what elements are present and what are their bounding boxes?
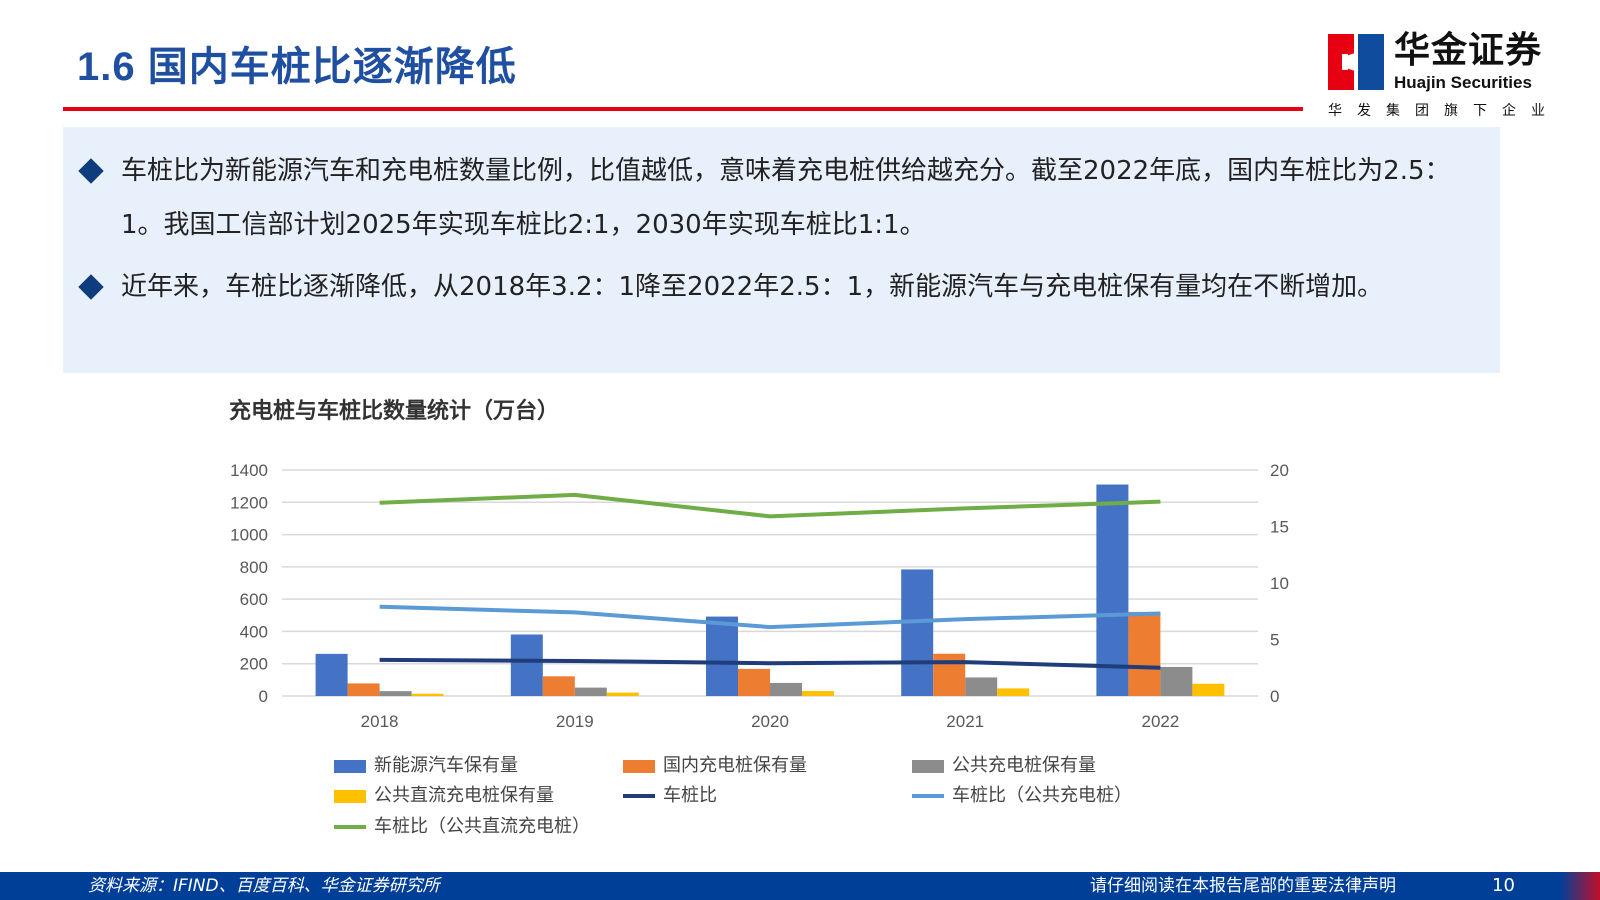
bar-公共直流充电桩保有量 bbox=[411, 693, 444, 696]
legend-label: 新能源汽车保有量 bbox=[374, 755, 518, 776]
bar-公共充电桩保有量 bbox=[1160, 666, 1193, 696]
y-tick-label: 1200 bbox=[230, 493, 268, 512]
legend-item: 公共直流充电桩保有量 bbox=[334, 785, 554, 807]
footer-accent bbox=[1560, 872, 1600, 900]
bar-国内充电桩保有量 bbox=[347, 683, 380, 696]
y-tick-label: 0 bbox=[259, 687, 268, 706]
bullet-item: 车桩比为新能源汽车和充电桩数量比例，比值越低，意味着充电桩供给越充分。截至202… bbox=[78, 144, 1478, 252]
y2-tick-label: 20 bbox=[1270, 461, 1289, 480]
bar-公共充电桩保有量 bbox=[379, 691, 412, 696]
legend-label: 车桩比（公共直流充电桩） bbox=[374, 816, 590, 837]
bar-公共充电桩保有量 bbox=[574, 687, 607, 696]
y-tick-label: 800 bbox=[240, 558, 268, 577]
bar-公共充电桩保有量 bbox=[770, 682, 802, 696]
bar-新能源汽车保有量 bbox=[1096, 484, 1129, 696]
legend-item: 公共充电桩保有量 bbox=[912, 755, 1096, 777]
page-title: 1.6 国内车桩比逐渐降低 bbox=[77, 45, 517, 89]
line-车桩比 bbox=[379, 657, 1161, 670]
x-tick-label: 2018 bbox=[361, 712, 399, 731]
x-tick-label: 2022 bbox=[1141, 712, 1179, 731]
legend-label: 公共直流充电桩保有量 bbox=[374, 785, 554, 806]
bar-国内充电桩保有量 bbox=[738, 668, 770, 696]
bullet-item: 近年来，车桩比逐渐降低，从2018年3.2：1降至2022年2.5：1，新能源汽… bbox=[78, 260, 1478, 314]
bar-公共直流充电桩保有量 bbox=[997, 688, 1030, 696]
bar-国内充电桩保有量 bbox=[933, 653, 966, 696]
legend-item: 车桩比（公共直流充电桩） bbox=[334, 816, 590, 838]
y2-tick-label: 5 bbox=[1270, 631, 1279, 650]
title-underline bbox=[63, 107, 1303, 111]
bullet-text: 车桩比为新能源汽车和充电桩数量比例，比值越低，意味着充电桩供给越充分。截至202… bbox=[121, 156, 1451, 240]
legend-swatch bbox=[623, 794, 655, 798]
legend-label: 车桩比 bbox=[663, 785, 717, 806]
bar-国内充电桩保有量 bbox=[1128, 611, 1161, 696]
legend-label: 车桩比（公共充电桩） bbox=[952, 785, 1132, 806]
legend-item: 国内充电桩保有量 bbox=[623, 755, 807, 777]
legend-label: 国内充电桩保有量 bbox=[663, 755, 807, 776]
logo-subtitle: 华发集团旗下企业 bbox=[1328, 103, 1560, 119]
bar-新能源汽车保有量 bbox=[706, 616, 738, 696]
legend-item: 车桩比（公共充电桩） bbox=[912, 785, 1132, 807]
y2-tick-label: 15 bbox=[1270, 518, 1289, 537]
y2-tick-label: 0 bbox=[1270, 687, 1279, 706]
legend-label: 公共充电桩保有量 bbox=[952, 755, 1096, 776]
bar-新能源汽车保有量 bbox=[901, 569, 934, 696]
footer-bar: 资料来源：IFIND、百度百科、华金证券研究所 请仔细阅读在本报告尾部的重要法律… bbox=[0, 872, 1600, 900]
bar-公共直流充电桩保有量 bbox=[1192, 683, 1225, 696]
y2-tick-label: 10 bbox=[1270, 574, 1289, 593]
legal-notice: 请仔细阅读在本报告尾部的重要法律声明 bbox=[1090, 876, 1396, 896]
legend-swatch bbox=[623, 759, 655, 773]
legend-swatch bbox=[334, 789, 366, 803]
y-tick-label: 200 bbox=[240, 655, 268, 674]
line-车桩比（公共直流充电桩） bbox=[379, 492, 1161, 519]
page-number: 10 bbox=[1492, 875, 1515, 896]
y-tick-label: 1400 bbox=[230, 461, 268, 480]
chart-title: 充电桩与车桩比数量统计（万台） bbox=[229, 399, 560, 424]
legend-swatch bbox=[334, 759, 366, 773]
summary-box bbox=[63, 127, 1500, 373]
bar-公共充电桩保有量 bbox=[965, 677, 998, 696]
y-tick-label: 600 bbox=[240, 590, 268, 609]
bar-国内充电桩保有量 bbox=[542, 676, 575, 696]
bullet-text: 近年来，车桩比逐渐降低，从2018年3.2：1降至2022年2.5：1，新能源汽… bbox=[121, 272, 1384, 302]
chart-area: 0 200 400 600 800 1000 1200 1400 0 5 10 15 20 2018 201… bbox=[230, 461, 1289, 731]
x-tick-label: 2019 bbox=[556, 712, 594, 731]
legend-item: 新能源汽车保有量 bbox=[334, 755, 518, 777]
y-tick-label: 1000 bbox=[230, 526, 268, 545]
legend-item: 车桩比 bbox=[623, 785, 717, 807]
logo-mark-icon bbox=[1328, 34, 1384, 90]
bar-公共直流充电桩保有量 bbox=[802, 690, 834, 696]
bar-公共直流充电桩保有量 bbox=[606, 692, 639, 696]
logo-en-text: Huajin Securities bbox=[1394, 73, 1532, 92]
bar-新能源汽车保有量 bbox=[315, 653, 348, 696]
logo-cn-text: 华金证券 bbox=[1394, 30, 1543, 71]
legend-swatch bbox=[334, 825, 366, 829]
legend-swatch bbox=[912, 794, 944, 798]
x-tick-label: 2021 bbox=[946, 712, 984, 731]
y-tick-label: 400 bbox=[240, 622, 268, 641]
source-note: 资料来源：IFIND、百度百科、华金证券研究所 bbox=[88, 876, 440, 896]
company-logo: 华金证券 Huajin Securities 华发集团旗下企业 bbox=[1328, 32, 1568, 124]
line-车桩比（公共充电桩） bbox=[379, 604, 1161, 630]
legend-swatch bbox=[912, 759, 944, 773]
bar-新能源汽车保有量 bbox=[510, 634, 543, 696]
x-tick-label: 2020 bbox=[751, 712, 789, 731]
